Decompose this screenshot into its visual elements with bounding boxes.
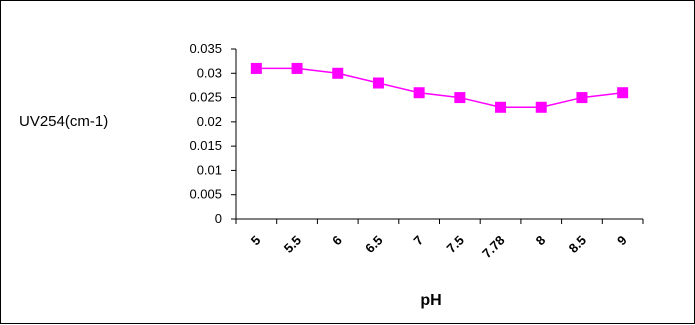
y-tick-label: 0 xyxy=(215,211,222,226)
x-tick-label: 7.78 xyxy=(479,233,508,262)
y-tick-label: 0.03 xyxy=(197,65,222,80)
data-point-marker xyxy=(495,101,507,113)
data-point-marker xyxy=(291,62,303,74)
y-axis-title: UV254(cm-1) xyxy=(19,113,108,130)
data-point-marker xyxy=(576,92,588,104)
x-axis-title: pH xyxy=(420,292,441,309)
x-tick-label: 6 xyxy=(329,233,345,249)
x-tick-label: 5 xyxy=(248,233,264,249)
data-point-marker xyxy=(250,62,262,74)
y-tick-label: 0.01 xyxy=(197,162,222,177)
data-point-marker xyxy=(617,87,629,99)
x-tick-label: 7.5 xyxy=(444,233,467,256)
x-axis-ticks: 5 5.5 6 6.5 7 7.5 7.78 8 8.5 9 xyxy=(235,219,644,262)
y-tick-label: 0.015 xyxy=(189,138,222,153)
data-point-marker xyxy=(454,92,466,104)
y-tick-label: 0.005 xyxy=(189,187,222,202)
data-point-marker xyxy=(413,87,425,99)
x-tick-label: 7 xyxy=(411,233,427,249)
data-point-marker xyxy=(332,67,344,79)
data-point-marker xyxy=(372,77,384,89)
series-line xyxy=(256,67,623,109)
y-axis-ticks: 0 0.005 0.01 0.015 0.02 0.025 0.03 0.035 xyxy=(189,41,236,226)
x-tick-label: 9 xyxy=(614,233,630,249)
data-point-marker xyxy=(535,101,547,113)
y-tick-label: 0.035 xyxy=(189,41,222,56)
y-tick-label: 0.025 xyxy=(189,90,222,105)
x-tick-label: 5.5 xyxy=(281,233,304,256)
x-tick-label: 6.5 xyxy=(362,233,385,256)
series-group xyxy=(250,62,629,113)
x-tick-label: 8 xyxy=(533,233,549,249)
y-tick-label: 0.02 xyxy=(197,114,222,129)
x-tick-label: 8.5 xyxy=(566,233,589,256)
